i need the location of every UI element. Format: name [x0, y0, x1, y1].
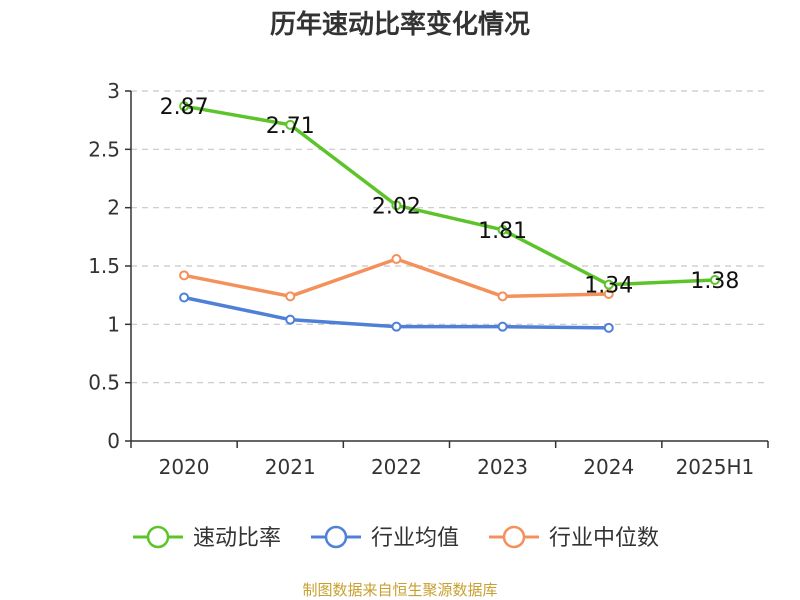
series-1 — [179, 292, 614, 333]
data-point — [709, 275, 720, 285]
data-labels: 2.87 2.71 2.02 1.81 1.34 1.38 — [160, 95, 740, 299]
legend-label: 速动比率 — [193, 526, 281, 551]
chart-title: 历年速动比率变化情况 — [270, 9, 530, 40]
x-tick-label: 2025H1 — [676, 455, 755, 479]
data-point — [497, 224, 508, 235]
data-point — [603, 279, 614, 290]
x-tick-label: 2021 — [265, 455, 316, 479]
data-label: 2.87 — [160, 95, 209, 120]
x-tick-label: 2024 — [583, 455, 634, 479]
data-point — [285, 314, 296, 325]
legend-marker — [146, 525, 170, 549]
y-tick-label: 2.5 — [88, 137, 120, 161]
series-0 — [179, 101, 720, 290]
x-tick-label: 2020 — [159, 455, 210, 479]
data-point — [391, 254, 402, 264]
legend-marker — [502, 525, 526, 549]
y-tick-label: 0 — [107, 429, 120, 453]
legend-item: 行业均值 — [311, 525, 459, 551]
y-tick-label: 3 — [107, 79, 120, 103]
source-note: 制图数据来自恒生聚源数据库 — [302, 581, 497, 599]
y-tick-label: 2 — [107, 196, 120, 220]
series-layer — [179, 101, 720, 333]
series-line — [182, 104, 717, 287]
axes: 0 0.5 1 1.5 2 2.5 3 2020 2021 2022 2023 2024 2025H1 — [88, 79, 769, 479]
legend: 速动比率 行业均值 行业中位数 — [133, 525, 659, 551]
data-point — [603, 322, 614, 333]
data-point — [179, 292, 190, 303]
grid-lines — [131, 90, 768, 384]
legend-marker — [324, 525, 348, 549]
data-label: 2.71 — [266, 114, 315, 139]
y-tick-label: 1.5 — [88, 254, 120, 278]
data-label: 2.02 — [372, 194, 421, 219]
legend-item: 行业中位数 — [489, 525, 659, 551]
data-label: 1.34 — [584, 274, 633, 299]
data-point — [179, 270, 190, 281]
data-point — [497, 321, 508, 332]
data-label: 1.38 — [690, 269, 739, 294]
data-point — [285, 291, 296, 302]
x-tick-label: 2022 — [371, 455, 422, 479]
y-tick-label: 0.5 — [88, 371, 120, 395]
data-point — [391, 321, 402, 332]
series-line — [182, 257, 611, 299]
x-tick-label: 2023 — [477, 455, 528, 479]
data-label: 1.81 — [478, 219, 527, 244]
legend-label: 行业均值 — [371, 526, 459, 551]
data-point — [497, 291, 508, 302]
series-2 — [179, 254, 614, 302]
legend-label: 行业中位数 — [549, 526, 659, 551]
data-point — [603, 289, 614, 299]
legend-item: 速动比率 — [133, 525, 281, 551]
data-point — [179, 101, 190, 112]
data-point — [285, 119, 296, 130]
y-tick-label: 1 — [107, 312, 120, 336]
data-point — [391, 200, 402, 211]
